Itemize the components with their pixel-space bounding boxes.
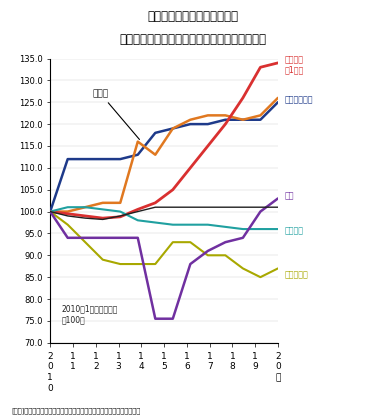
Text: スパゲティ: スパゲティ: [285, 270, 308, 280]
Text: 0: 0: [47, 362, 53, 372]
Text: 8: 8: [230, 362, 235, 372]
Text: 年: 年: [275, 373, 281, 382]
Text: 1: 1: [70, 362, 76, 372]
Text: 2: 2: [275, 352, 281, 360]
Text: 1: 1: [161, 352, 167, 360]
Text: ハンバーガー: ハンバーガー: [285, 96, 313, 104]
Text: 1: 1: [207, 352, 212, 360]
Text: 2: 2: [93, 362, 98, 372]
Text: 7: 7: [207, 362, 212, 372]
Text: 6: 6: [184, 362, 190, 372]
Text: 1: 1: [47, 373, 53, 382]
Text: 0: 0: [47, 384, 53, 393]
Text: 1: 1: [70, 352, 76, 360]
Text: 1: 1: [93, 352, 98, 360]
Text: 1: 1: [252, 352, 258, 360]
Text: 0: 0: [275, 362, 281, 372]
Text: 回転ずし
（1皿）: 回転ずし （1皿）: [285, 55, 304, 75]
Text: 5: 5: [161, 362, 167, 372]
Text: [出典]「小売価格物価統計」（総務省）　を基に帝国データバンク作成: [出典]「小売価格物価統計」（総務省） を基に帝国データバンク作成: [12, 407, 141, 414]
Text: 1: 1: [184, 352, 190, 360]
Text: ラーメンは低価格競争から抜け出せないでいる: ラーメンは低価格競争から抜け出せないでいる: [120, 33, 266, 46]
Text: ラーメン: ラーメン: [285, 227, 304, 236]
Text: 1: 1: [116, 352, 121, 360]
Text: 4: 4: [139, 362, 144, 372]
Text: 3: 3: [116, 362, 121, 372]
Text: うどん: うどん: [92, 89, 139, 140]
Text: 牛井: 牛井: [285, 192, 294, 201]
Text: 9: 9: [252, 362, 258, 372]
Text: 2: 2: [47, 352, 53, 360]
Text: 他の外食価格が上がるなか、: 他の外食価格が上がるなか、: [147, 10, 239, 23]
Text: 1: 1: [230, 352, 235, 360]
Text: 1: 1: [139, 352, 144, 360]
Text: 2010年1月時点の価格
（100）: 2010年1月時点の価格 （100）: [62, 305, 118, 324]
